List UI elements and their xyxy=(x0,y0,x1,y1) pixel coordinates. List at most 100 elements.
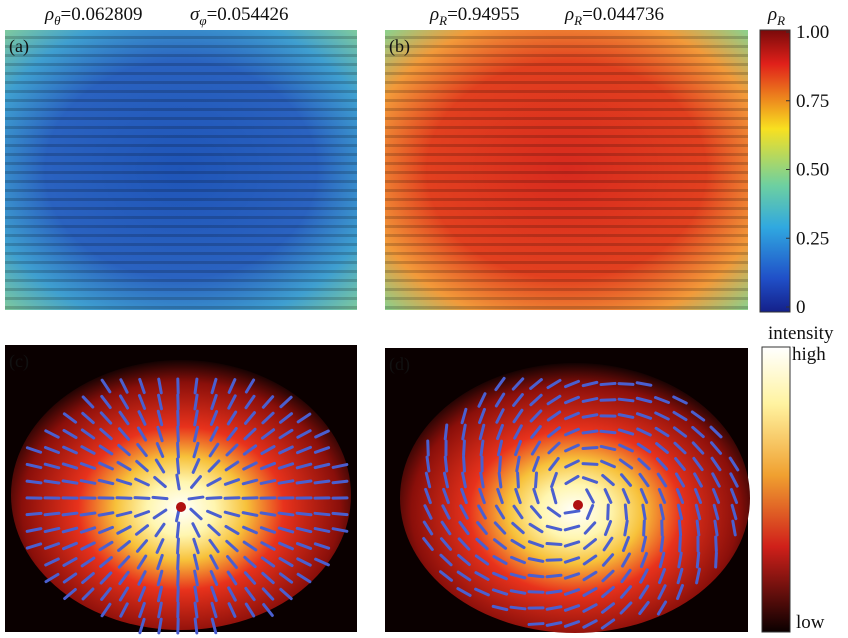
panel-header: ρR=0.94955 xyxy=(429,4,520,28)
dash xyxy=(583,431,597,433)
dash xyxy=(529,624,543,625)
dash xyxy=(464,441,465,455)
dash xyxy=(333,481,347,483)
value: =0.044736 xyxy=(582,4,664,25)
dash xyxy=(583,464,597,465)
dash xyxy=(195,603,197,617)
colorbar-title: intensity xyxy=(768,323,834,344)
colorbar-tick-label: 1.00 xyxy=(796,22,829,43)
dash xyxy=(601,400,615,401)
colorbar-tick-label: 0.75 xyxy=(796,91,829,112)
dash xyxy=(178,555,179,569)
panel-label: (b) xyxy=(389,36,410,57)
dash xyxy=(195,619,197,633)
subscript: R xyxy=(438,13,447,28)
dash xyxy=(619,384,633,385)
dash xyxy=(177,523,178,537)
dash xyxy=(427,457,429,471)
dash xyxy=(135,498,149,499)
dash xyxy=(499,473,501,487)
dash xyxy=(27,513,41,514)
dash xyxy=(644,521,645,535)
dash xyxy=(445,457,446,471)
dash xyxy=(279,513,293,515)
value: =0.054426 xyxy=(207,4,289,25)
dash xyxy=(178,571,179,585)
dash xyxy=(177,459,178,473)
panel-b-texture xyxy=(385,30,748,310)
dash xyxy=(511,607,525,609)
dash xyxy=(178,443,179,457)
panel-c-image xyxy=(11,360,351,630)
dash xyxy=(518,473,519,487)
dash xyxy=(565,511,579,513)
dash xyxy=(481,441,483,455)
dash xyxy=(608,505,609,519)
figure: (a) (b) (c) (d) ρθ=0.062809σφ=0.054426ρR… xyxy=(0,0,848,638)
dash xyxy=(716,553,717,567)
dash xyxy=(661,537,663,551)
symbol: ρ xyxy=(767,4,777,25)
panel-header: ρθ=0.062809 xyxy=(44,4,142,28)
dash xyxy=(697,521,699,535)
dash xyxy=(697,553,698,567)
dash xyxy=(81,513,95,515)
dash xyxy=(547,575,561,576)
value: =0.062809 xyxy=(61,4,143,25)
dash xyxy=(625,505,626,519)
dash xyxy=(583,448,597,449)
colorbar-tick-label: 0 xyxy=(796,297,806,318)
panel-label: (a) xyxy=(9,36,29,57)
dash xyxy=(178,411,179,425)
dash xyxy=(500,457,501,471)
panel-label: (d) xyxy=(389,354,410,375)
dash xyxy=(225,498,239,499)
dash xyxy=(195,395,197,409)
dash xyxy=(547,591,561,593)
dash xyxy=(189,497,203,499)
dash xyxy=(178,427,179,441)
dash xyxy=(27,481,41,483)
colorbar-high: high xyxy=(792,344,826,365)
symbol: ρ xyxy=(429,4,439,25)
center-spot xyxy=(573,500,583,510)
dash xyxy=(679,521,680,535)
dash xyxy=(529,575,543,576)
dash xyxy=(45,481,59,483)
panel-a-texture xyxy=(5,30,357,310)
subscript: φ xyxy=(199,13,206,28)
dash xyxy=(715,521,717,535)
subscript: R xyxy=(573,13,582,28)
panel-header: ρR=0.044736 xyxy=(564,4,664,28)
dash xyxy=(195,379,197,393)
dash xyxy=(601,431,615,432)
dash xyxy=(619,399,633,401)
colorbar-bottom xyxy=(762,347,790,632)
dash xyxy=(547,560,561,561)
colorbar-top xyxy=(760,30,790,312)
dash xyxy=(464,457,465,471)
dash xyxy=(601,383,615,384)
symbol: ρ xyxy=(564,4,574,25)
colorbar-tick-label: 0.50 xyxy=(796,160,829,181)
panel-label: (c) xyxy=(9,351,29,372)
dash xyxy=(178,539,179,553)
center-spot xyxy=(176,502,186,512)
dash xyxy=(297,481,311,483)
dash xyxy=(207,498,221,499)
dash xyxy=(333,513,347,514)
page: {"panels": [ {"label": "(a)", "header": … xyxy=(0,0,848,638)
dash xyxy=(716,537,717,551)
subscript: R xyxy=(776,13,785,28)
dash xyxy=(153,497,167,498)
dash xyxy=(680,537,681,551)
dash xyxy=(315,513,329,514)
dash xyxy=(297,513,311,515)
dash xyxy=(45,513,59,515)
dash xyxy=(445,425,447,439)
dash xyxy=(315,481,329,483)
dash xyxy=(536,473,537,487)
dash xyxy=(547,544,561,545)
symbol: ρ xyxy=(44,4,54,25)
dash xyxy=(63,513,77,515)
